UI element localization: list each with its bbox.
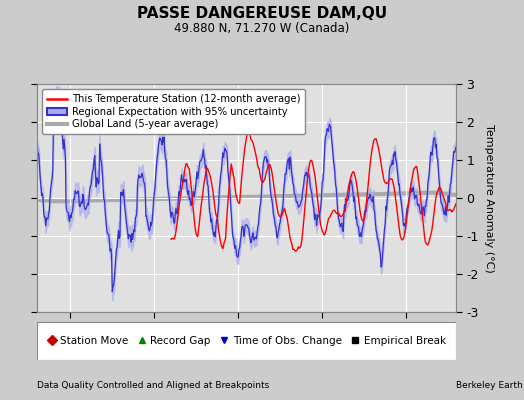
Legend: This Temperature Station (12-month average), Regional Expectation with 95% uncer: This Temperature Station (12-month avera… (42, 89, 305, 134)
Legend: Station Move, Record Gap, Time of Obs. Change, Empirical Break: Station Move, Record Gap, Time of Obs. C… (43, 333, 449, 349)
Y-axis label: Temperature Anomaly (°C): Temperature Anomaly (°C) (484, 124, 494, 272)
Text: 49.880 N, 71.270 W (Canada): 49.880 N, 71.270 W (Canada) (174, 22, 350, 35)
Text: PASSE DANGEREUSE DAM,QU: PASSE DANGEREUSE DAM,QU (137, 6, 387, 21)
Text: Berkeley Earth: Berkeley Earth (456, 381, 522, 390)
Text: Data Quality Controlled and Aligned at Breakpoints: Data Quality Controlled and Aligned at B… (37, 381, 269, 390)
